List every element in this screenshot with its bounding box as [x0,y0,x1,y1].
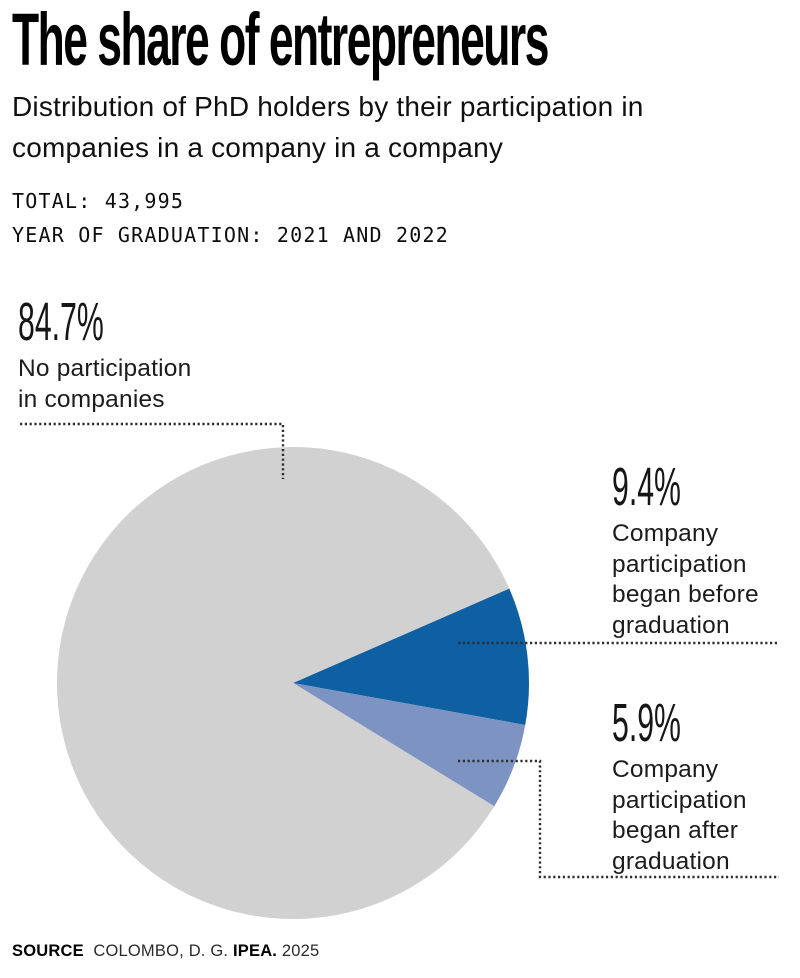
callout-after-graduation: 5.9% Company participation began after g… [612,695,747,877]
total-label: TOTAL: [12,189,92,213]
callout-no-participation: 84.7% No participation in companies [18,294,191,415]
pie-slices [57,447,529,920]
leader-after-graduation [458,759,779,879]
pie-slice-after-graduation [293,683,526,807]
pie-slice-before-graduation [293,588,529,725]
page-title: The share of entrepreneurs [12,0,549,81]
total-row: TOTAL: 43,995 [12,184,449,218]
source-authors: COLOMBO, D. G. [93,942,229,960]
callout-no-participation-label: No participation in companies [18,355,192,413]
source-year: 2025 [281,942,320,960]
year-value: 2021 AND 2022 [276,223,449,247]
leader-lines [20,422,779,879]
callout-before-graduation-percentage: 9.4% [612,457,681,517]
pie-slice-no-participation [57,447,510,920]
source-label: SOURCE [12,942,84,960]
year-label: YEAR OF GRADUATION: [12,223,264,247]
callout-after-graduation-label: Company participation began after gradua… [612,756,747,875]
total-value: 43,995 [104,189,185,213]
chart-meta: TOTAL: 43,995 YEAR OF GRADUATION: 2021 A… [12,184,449,252]
callout-no-participation-percentage: 84.7% [18,292,104,352]
source-line: SOURCE COLOMBO, D. G. IPEA. 2025 [12,940,319,962]
year-row: YEAR OF GRADUATION: 2021 AND 2022 [12,218,449,252]
source-publisher: IPEA. [233,942,278,960]
leader-no-participation [20,422,285,479]
chart-subtitle: Distribution of PhD holders by their par… [12,91,644,163]
callout-after-graduation-percentage: 5.9% [612,693,681,753]
callout-before-graduation-label: Company participation began before gradu… [612,520,759,639]
callout-before-graduation: 9.4% Company participation began before … [612,459,759,641]
